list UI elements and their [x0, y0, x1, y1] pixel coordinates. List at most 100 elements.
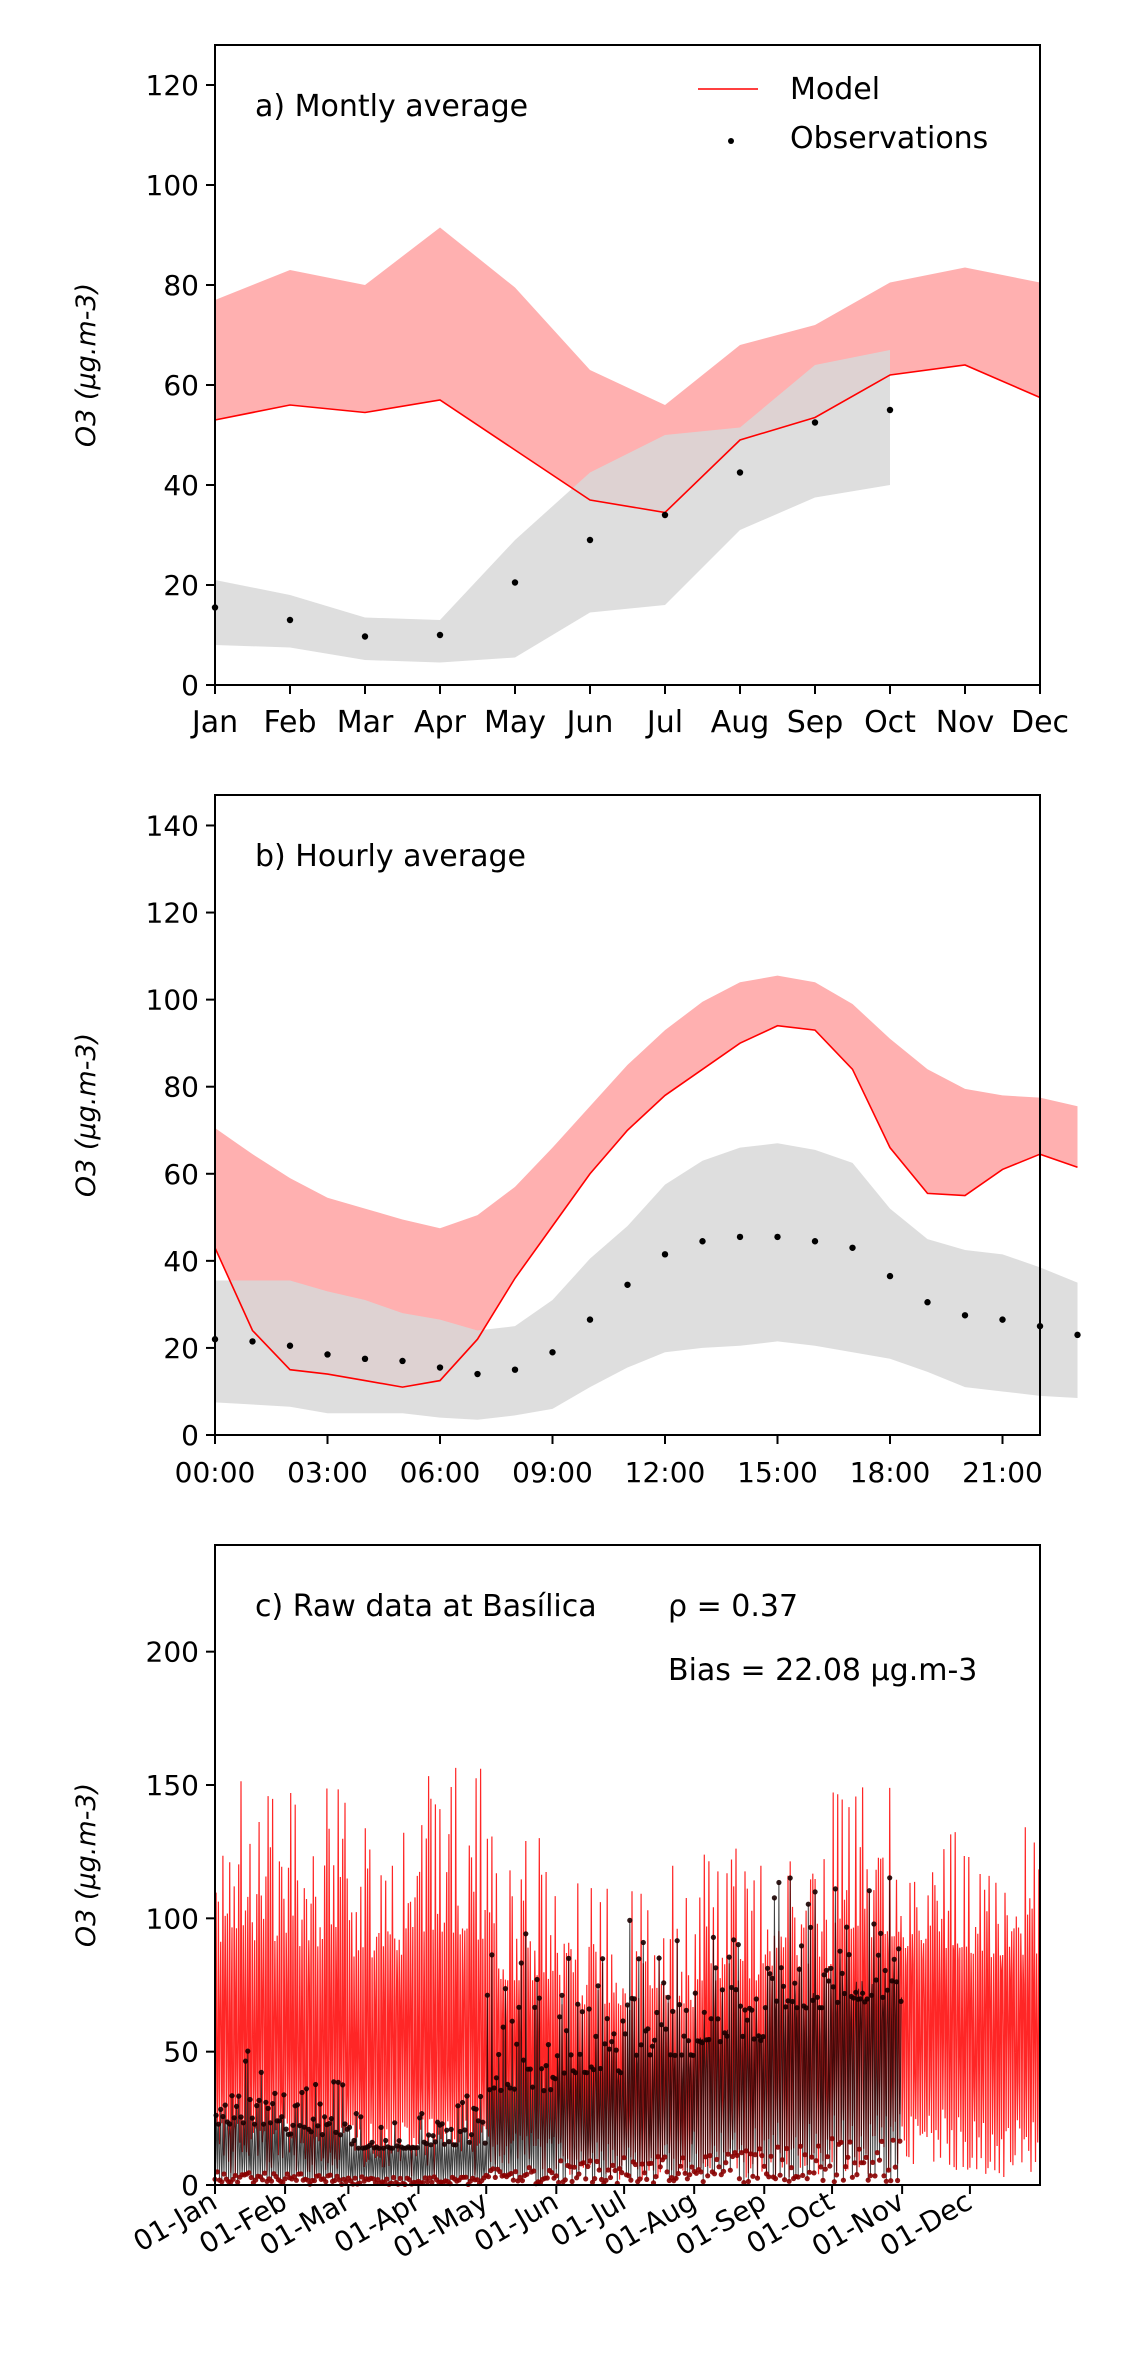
observation-point [843, 2164, 849, 2170]
observation-point [423, 2141, 429, 2147]
observation-point [426, 2132, 432, 2138]
panel-b-y-axis: 0 20 40 60 80 100 120 140 [146, 809, 215, 1452]
observation-point [532, 2004, 538, 2010]
observation-point [717, 2039, 723, 2045]
panel-a-frame [214, 44, 1041, 686]
observation-point [572, 2070, 579, 2076]
observation-point [849, 1244, 856, 1251]
observation-point [828, 1965, 834, 1971]
observation-band [215, 350, 890, 663]
observation-point [376, 2145, 382, 2151]
observation-point [235, 2179, 241, 2185]
observation-point [610, 2162, 616, 2168]
observation-point [586, 1316, 594, 1323]
observation-point [359, 2174, 365, 2180]
observation-point [772, 2176, 779, 2182]
observation-point [516, 2004, 522, 2010]
observation-point [600, 1956, 606, 1962]
observation-point [247, 2096, 253, 2103]
observation-point [792, 1980, 798, 1986]
observation-point [315, 2123, 321, 2129]
observation-point [861, 2160, 867, 2166]
observation-point [626, 2173, 632, 2179]
observation-point [661, 511, 669, 519]
observation-point [384, 2176, 390, 2182]
observation-point [219, 2179, 225, 2185]
observation-point [874, 2150, 880, 2156]
observation-point [283, 2126, 289, 2132]
observation-point [319, 2132, 325, 2138]
observation-point [1074, 1331, 1081, 1339]
observation-point [783, 2004, 789, 2010]
panel-a-xtick-label-1: Feb [263, 705, 316, 740]
observation-point [708, 2016, 714, 2022]
panel-a-points [211, 406, 894, 640]
observation-point [881, 2173, 887, 2179]
observation-point [482, 2140, 488, 2146]
observation-point [769, 1975, 775, 1981]
observation-point [678, 2163, 684, 2169]
observation-point [632, 2161, 639, 2168]
observation-point [245, 2048, 251, 2054]
observation-point [886, 406, 894, 414]
observation-point [492, 2174, 498, 2180]
observation-point [827, 2163, 833, 2169]
observation-point [233, 2103, 240, 2109]
observation-point [886, 1272, 894, 1280]
panel-b-lines [214, 1024, 1078, 1388]
observation-point [869, 1992, 875, 1998]
observation-point [624, 1281, 631, 1288]
observation-point [661, 1251, 669, 1258]
observation-point [699, 2040, 705, 2046]
observation-point [611, 2031, 617, 2037]
observation-point [301, 2124, 307, 2130]
observation-point [284, 2171, 290, 2177]
observation-point [607, 2174, 614, 2181]
observation-point [649, 2043, 656, 2049]
observation-point [766, 2174, 772, 2180]
observation-point [887, 1875, 893, 1881]
observation-point [776, 1879, 782, 1886]
observation-point [612, 2167, 618, 2174]
panel-c-ytick-label-1: 50 [163, 2036, 199, 2069]
observation-point [507, 2085, 513, 2091]
observation-point [866, 1888, 872, 1894]
observation-point [758, 2037, 764, 2043]
observation-point [721, 2168, 727, 2174]
observation-point [875, 1952, 882, 1958]
observation-point [290, 2122, 296, 2128]
observation-point [297, 2123, 303, 2129]
legend-model-label: Model [790, 72, 880, 107]
observation-point [308, 2129, 314, 2135]
observation-point [628, 2177, 634, 2183]
observation-point [270, 2101, 276, 2107]
observation-point [262, 2170, 268, 2176]
observation-point [559, 1992, 565, 1998]
observation-point [679, 2052, 685, 2058]
observation-point [541, 2088, 547, 2094]
observation-point [346, 2124, 353, 2130]
observation-point [802, 2152, 808, 2158]
observation-point [548, 2087, 554, 2093]
observation-point [737, 2003, 744, 2009]
observation-point [613, 2047, 619, 2053]
observation-point [745, 2178, 752, 2185]
model-band [215, 227, 1040, 513]
observation-point [574, 2175, 580, 2181]
panel-a-ytick-label-4: 80 [163, 269, 199, 302]
observation-point [493, 2075, 499, 2081]
observation-point [500, 2024, 506, 2030]
observation-point [883, 2178, 889, 2184]
observation-point [710, 1934, 717, 1940]
observation-point [787, 1875, 793, 1881]
observation-point [544, 2175, 550, 2181]
observation-point [784, 2145, 790, 2152]
observation-point [561, 2070, 567, 2076]
observation-point [711, 2171, 718, 2177]
observation-point [473, 2106, 479, 2112]
observation-point [780, 1983, 787, 1989]
observation-point [536, 1995, 542, 2001]
observation-point [771, 1895, 778, 1901]
observation-point [552, 2076, 558, 2082]
observation-point [609, 2039, 615, 2045]
